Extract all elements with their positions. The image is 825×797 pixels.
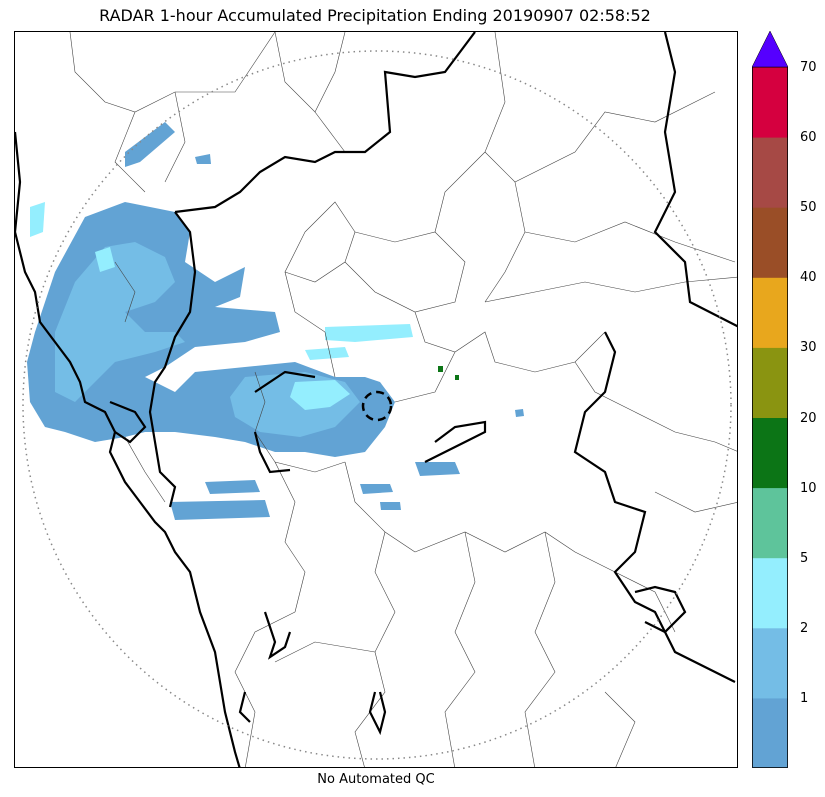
colorbar-bin: [752, 487, 788, 559]
colorbar-tick-label: 1: [800, 690, 809, 706]
radar-range-ring: [22, 50, 732, 760]
colorbar-tick-label: 60: [800, 130, 817, 146]
colorbar-tick-label: 40: [800, 270, 817, 286]
precipitation-echoes: [27, 122, 524, 520]
colorbar-bin: [752, 277, 788, 348]
colorbar-bin: [752, 627, 788, 699]
radar-site-marker: [361, 390, 393, 422]
precipitation-colorbar: [752, 31, 788, 768]
colorbar-tick-label: 2: [800, 620, 809, 636]
district-boundaries: [69, 32, 737, 767]
map-title: RADAR 1-hour Accumulated Precipitation E…: [99, 6, 651, 25]
map-canvas: [15, 32, 737, 767]
colorbar-extend-arrow: [752, 31, 788, 68]
colorbar-tick-label: 10: [800, 480, 817, 496]
colorbar-bin: [752, 417, 788, 489]
qc-note: No Automated QC: [317, 772, 435, 787]
state-boundaries: [15, 32, 737, 767]
colorbar-bin: [752, 137, 788, 208]
colorbar-tick-label: 5: [800, 550, 809, 566]
colorbar-bin: [752, 697, 788, 768]
colorbar-tick-label: 30: [800, 340, 817, 356]
colorbar-tick-label: 20: [800, 410, 817, 426]
colorbar-bin: [752, 67, 788, 138]
radar-map[interactable]: [14, 31, 738, 768]
colorbar-bin: [752, 347, 788, 418]
colorbar-bin: [752, 207, 788, 278]
colorbar-bin: [752, 557, 788, 629]
colorbar-tick-label: 50: [800, 200, 817, 216]
colorbar-tick-label: 70: [800, 60, 817, 75]
